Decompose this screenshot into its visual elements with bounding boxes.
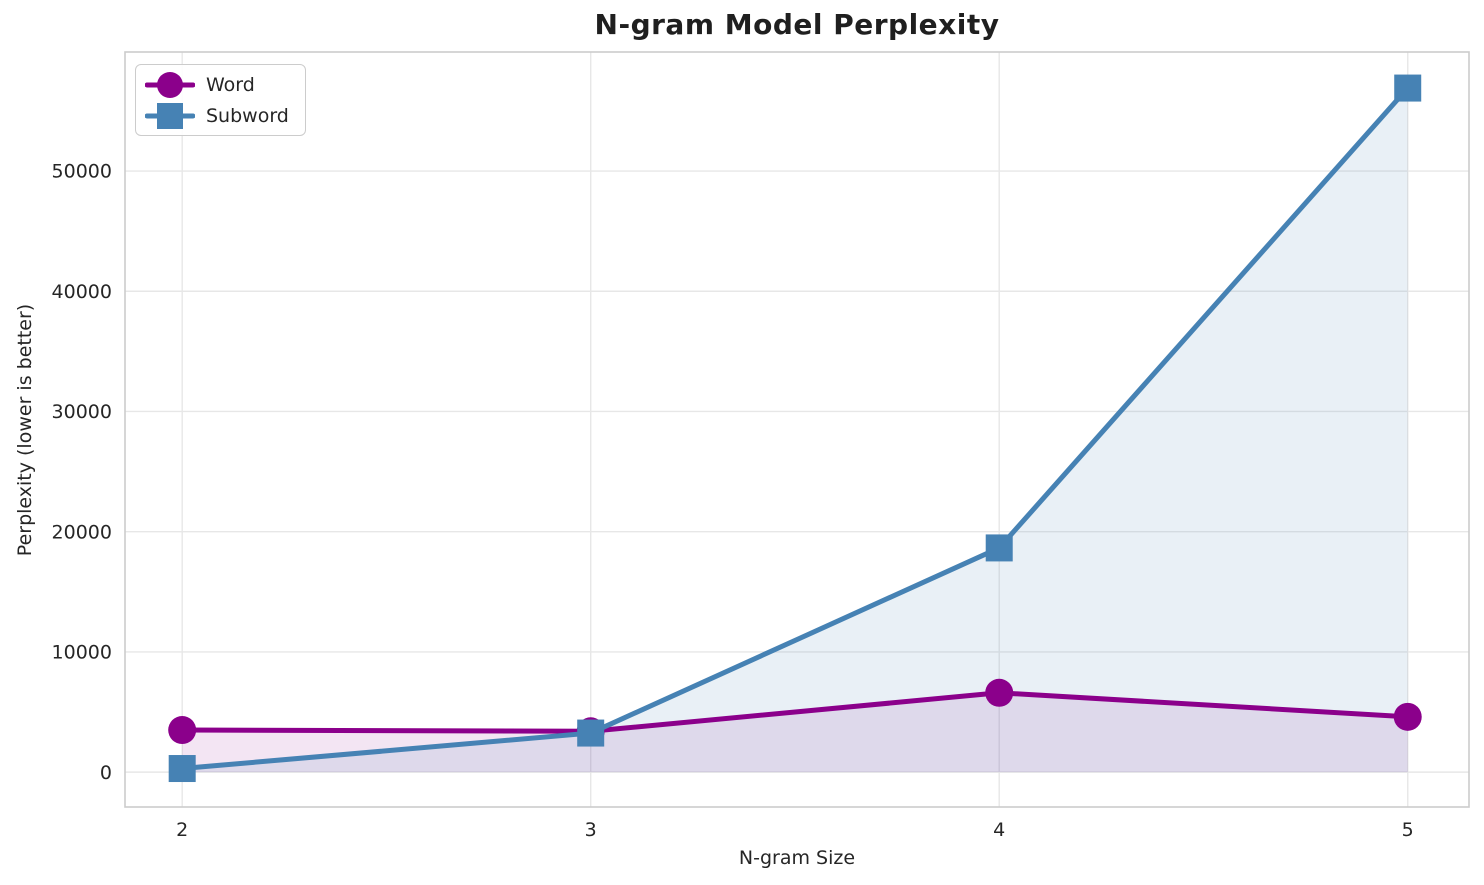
legend: Word Subword — [135, 64, 306, 136]
x-axis-label: N-gram Size — [738, 847, 856, 869]
legend-glyph-circle — [144, 71, 196, 98]
chart-title: N-gram Model Perplexity — [594, 8, 1000, 41]
series-line-subword — [181, 86, 1410, 772]
y-axis-label: Perplexity (lower is better) — [14, 303, 36, 557]
data-point-subword — [577, 719, 605, 747]
data-point-word — [1393, 702, 1422, 731]
x-tick-label: 4 — [993, 819, 1005, 841]
legend-glyph-square — [144, 102, 196, 129]
data-point-word — [985, 678, 1014, 707]
data-point-subword — [1394, 74, 1422, 102]
y-tick-label: 0 — [100, 762, 112, 784]
legend-marker-circle-icon — [144, 70, 196, 100]
legend-label-subword: Subword — [206, 104, 289, 127]
y-tick-label: 20000 — [52, 521, 112, 543]
data-point-subword — [168, 755, 196, 783]
legend-item-subword: Subword — [144, 101, 289, 131]
y-tick-label: 40000 — [52, 281, 112, 303]
y-tick-label: 10000 — [52, 642, 112, 664]
legend-label-word: Word — [206, 73, 255, 96]
legend-marker-square-icon — [144, 101, 196, 131]
plot-border — [124, 51, 1470, 808]
x-tick-label: 3 — [585, 819, 597, 841]
x-tick-label: 5 — [1402, 819, 1414, 841]
x-tick-label: 2 — [176, 819, 188, 841]
y-tick-label: 50000 — [52, 161, 112, 183]
series-line-word — [182, 690, 1408, 734]
y-tick-label: 30000 — [52, 401, 112, 423]
series-fill-word — [182, 692, 1408, 773]
series-fill-subword — [182, 88, 1408, 773]
data-point-word — [168, 716, 197, 745]
legend-item-word: Word — [144, 70, 289, 100]
data-point-subword — [985, 534, 1013, 562]
